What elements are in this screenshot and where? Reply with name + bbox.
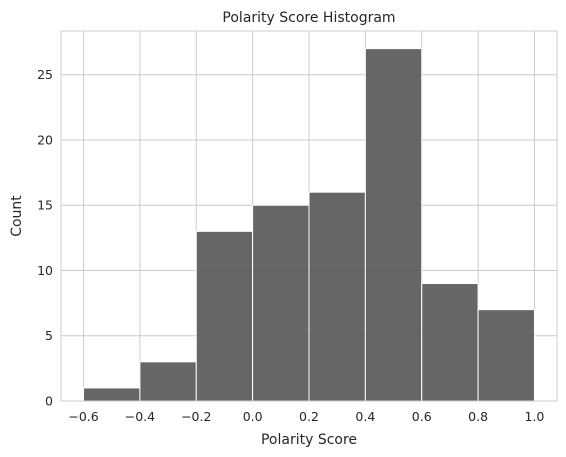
y-tick-label: 20 [37,132,53,147]
y-tick-label: 10 [37,263,53,278]
histogram-bar [477,309,535,402]
x-tick-label: 0.6 [412,409,432,424]
y-axis-label: Count [9,195,25,237]
x-tick-label: 1.0 [525,409,545,424]
x-tick-label: 0.8 [468,409,488,424]
histogram-bar [252,204,310,402]
histogram-bar [364,48,423,402]
y-tick-label: 5 [45,328,53,343]
x-tick-label: −0.6 [68,409,98,424]
y-tick-label: 0 [45,394,53,409]
x-tick-label: 0.0 [243,409,263,424]
x-tick-label: 0.2 [299,409,319,424]
x-tick-label: −0.2 [181,409,211,424]
histogram-bar [195,230,254,402]
bars [83,48,535,402]
x-tick-label: 0.4 [355,409,375,424]
x-axis-label: Polarity Score [261,432,357,448]
tick-labels: −0.6 −0.4 −0.2 0.0 0.2 0.4 0.6 0.8 1.0 0 5 10 15 20 25 [37,67,544,424]
y-tick-label: 25 [37,67,53,82]
x-tick-label: −0.4 [125,409,155,424]
plot-frame [60,30,558,402]
histogram-bar [308,191,366,402]
histogram-bar [83,387,141,402]
histogram-bar [139,361,197,402]
chart-title: Polarity Score Histogram [222,10,395,26]
y-tick-label: 15 [37,198,53,213]
histogram-bar [421,283,479,402]
